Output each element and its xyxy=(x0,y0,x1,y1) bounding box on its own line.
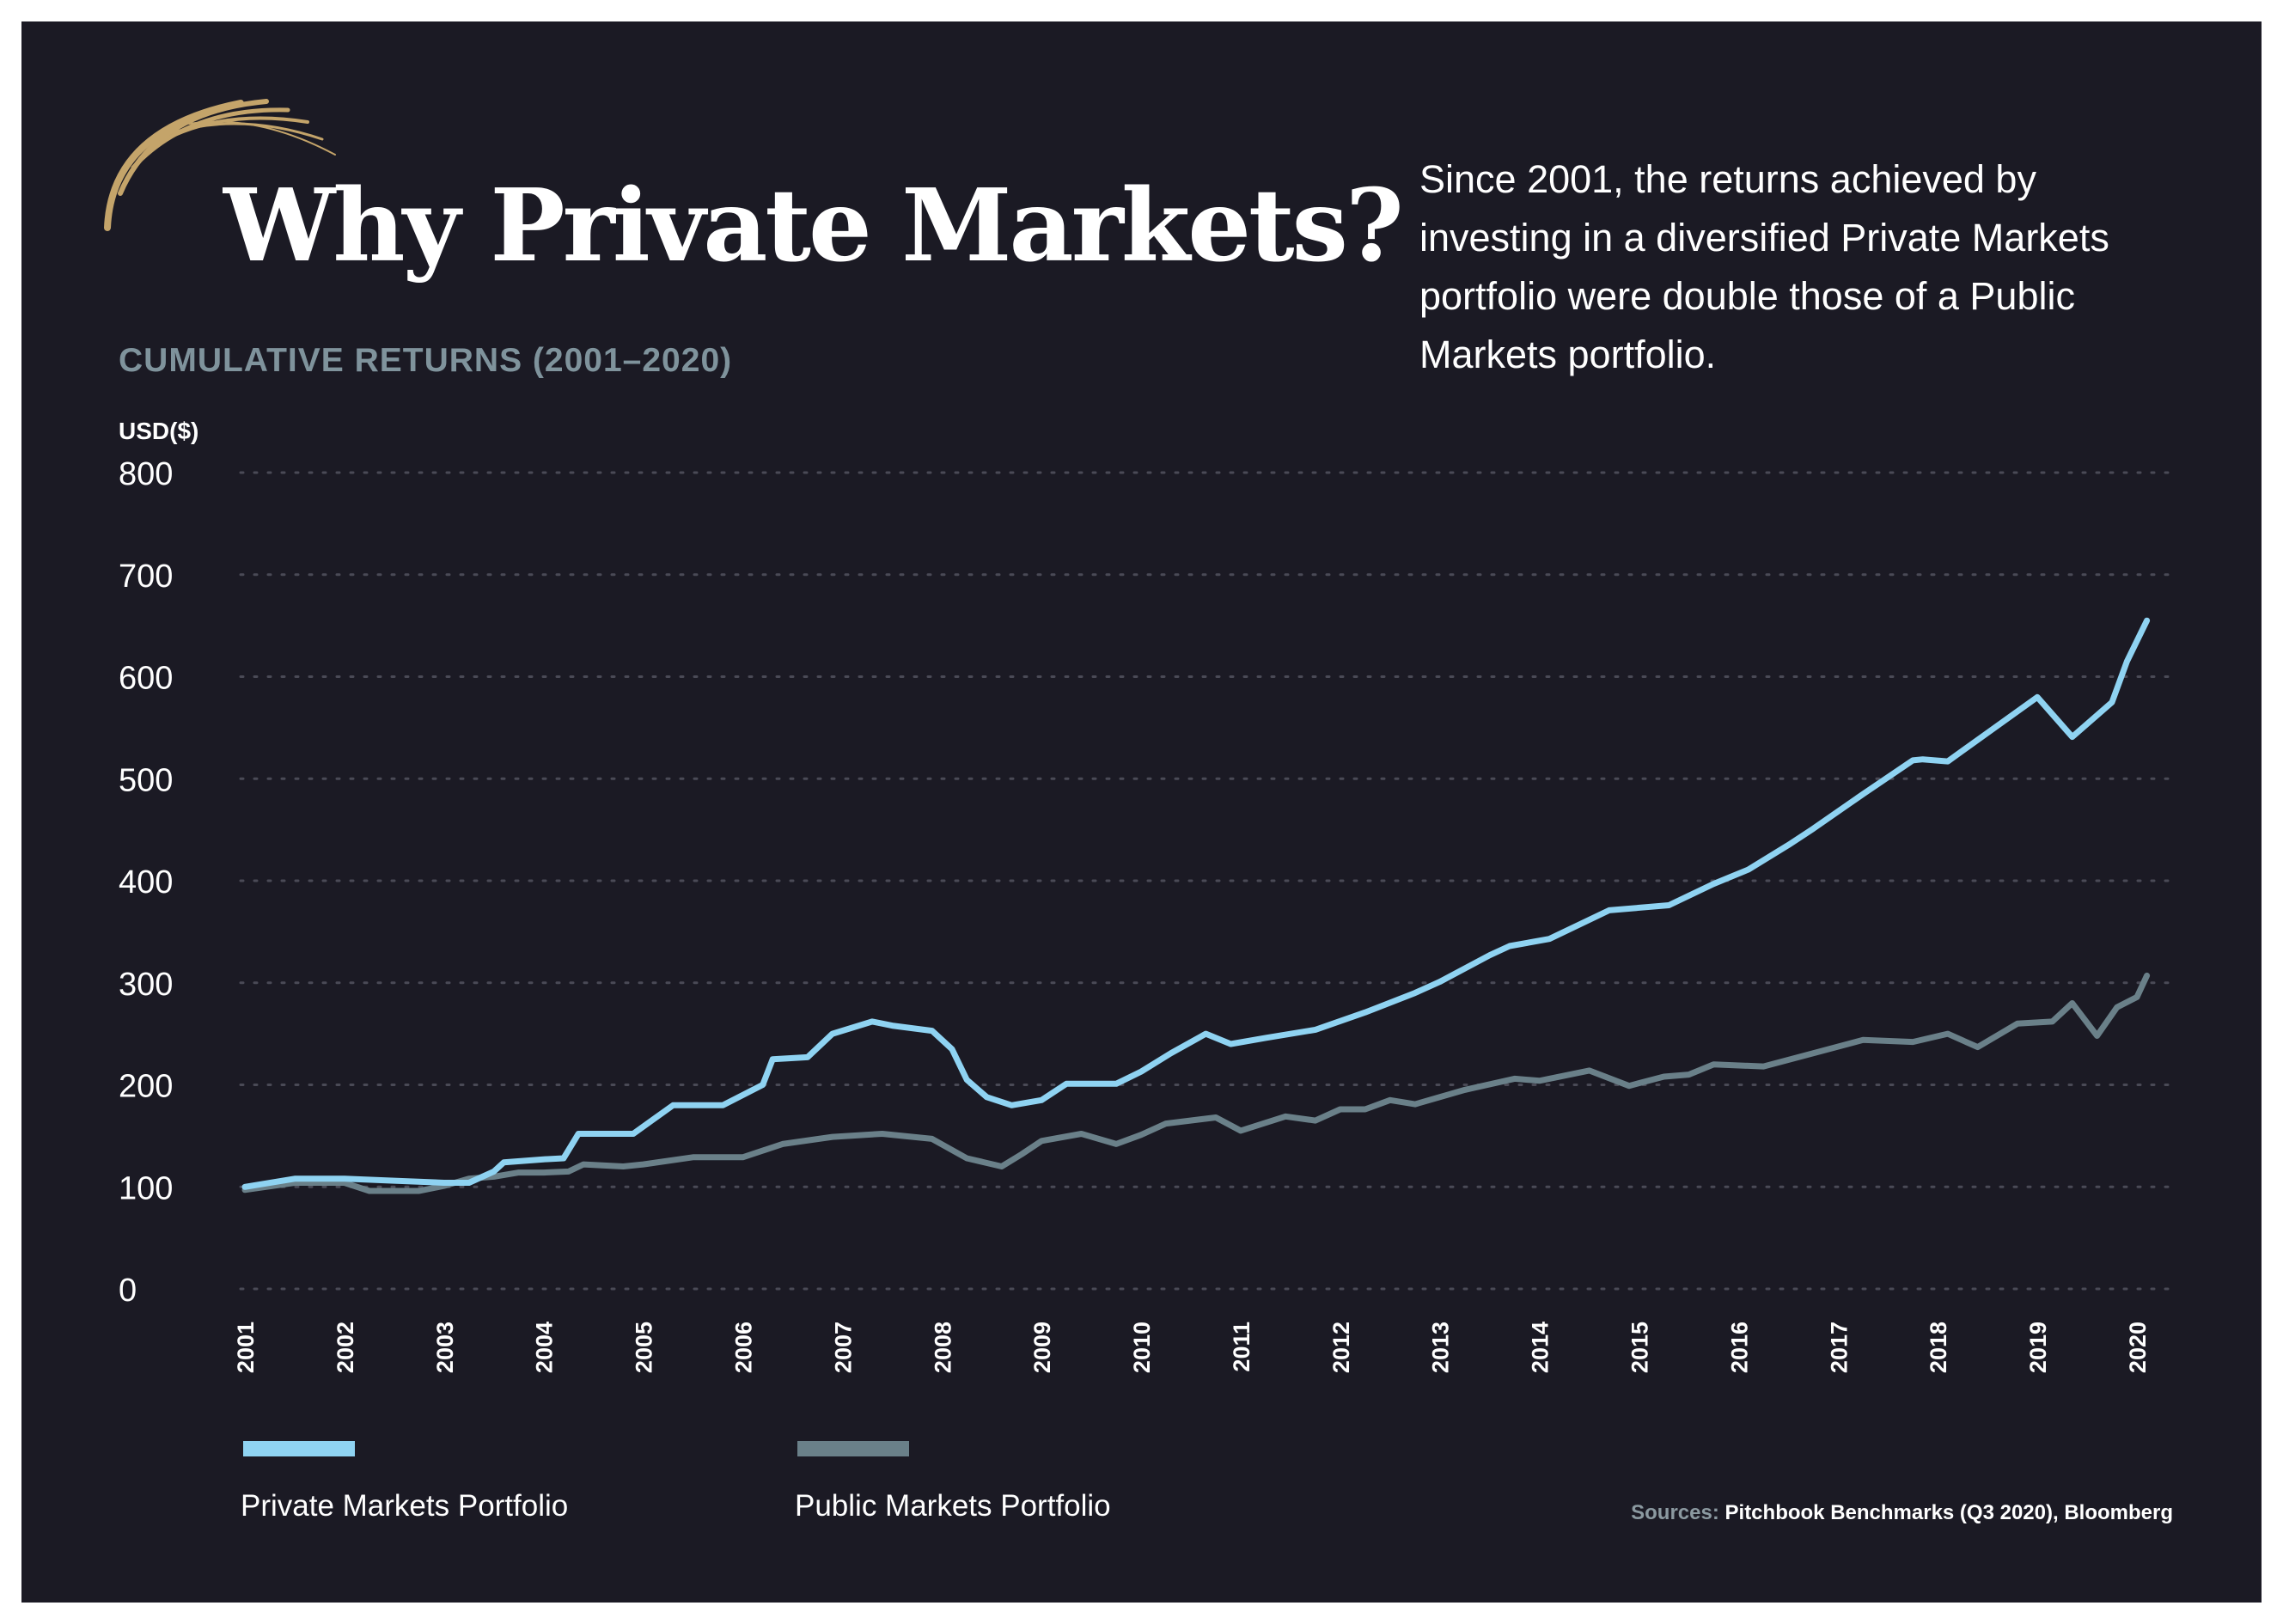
x-tick-label: 2012 xyxy=(1328,1322,1354,1373)
x-tick-label: 2014 xyxy=(1528,1322,1554,1373)
legend-swatch-private xyxy=(243,1441,355,1456)
x-tick-label: 2016 xyxy=(1726,1322,1752,1373)
chart-plot: 800 700 600 500 400 300 200 100 0 2001 2002 2003 20… xyxy=(119,456,2171,1373)
source-note: Sources: Pitchbook Benchmarks (Q3 2020),… xyxy=(1631,1501,2173,1525)
legend-label-private: Private Markets Portfolio xyxy=(241,1489,569,1523)
legend-label-public: Public Markets Portfolio xyxy=(795,1489,1111,1523)
x-tick-label: 2009 xyxy=(1029,1322,1055,1373)
x-tick-label: 2013 xyxy=(1428,1322,1454,1373)
y-tick-label: 800 xyxy=(119,456,173,492)
chart-card: 800 700 600 500 400 300 200 100 0 2001 2002 2003 20… xyxy=(21,21,2262,1603)
chart-subtitle: CUMULATIVE RETURNS (2001–2020) xyxy=(119,342,733,379)
x-tick-label: 2020 xyxy=(2125,1322,2151,1373)
source-prefix: Sources: xyxy=(1631,1501,1719,1524)
y-tick-label: 600 xyxy=(119,661,173,697)
series-line-public xyxy=(241,972,2151,1194)
x-tick-label: 2005 xyxy=(632,1322,657,1373)
y-tick-label: 700 xyxy=(119,559,173,595)
x-tick-label: 2001 xyxy=(233,1322,259,1373)
x-tick-label: 2017 xyxy=(1826,1322,1852,1373)
y-tick-label: 300 xyxy=(119,967,173,1003)
x-tick-label: 2019 xyxy=(2025,1322,2051,1373)
y-tick-label: 200 xyxy=(119,1069,173,1105)
page-title: Why Private Markets? xyxy=(223,168,1404,284)
y-tick-label: 500 xyxy=(119,762,173,798)
y-axis-unit-label: USD($) xyxy=(119,418,199,444)
x-tick-label: 2002 xyxy=(333,1322,358,1373)
y-tick-label: 0 xyxy=(119,1273,137,1309)
y-tick-label: 100 xyxy=(119,1170,173,1206)
gold-arc-logo-icon xyxy=(104,99,336,231)
legend-swatch-public xyxy=(797,1441,909,1456)
x-tick-label: 2007 xyxy=(830,1322,856,1373)
x-tick-label: 2011 xyxy=(1229,1322,1254,1372)
x-tick-label: 2008 xyxy=(930,1322,955,1373)
intro-text: Since 2001, the returns achieved by inve… xyxy=(1419,157,2109,376)
x-tick-label: 2018 xyxy=(1926,1322,1951,1373)
x-tick-label: 2015 xyxy=(1627,1322,1653,1373)
x-tick-label: 2003 xyxy=(432,1322,458,1373)
x-tick-label: 2006 xyxy=(730,1322,756,1373)
series-line-private xyxy=(241,617,2151,1190)
x-tick-label: 2004 xyxy=(532,1322,558,1373)
y-tick-label: 400 xyxy=(119,864,173,901)
source-text: Pitchbook Benchmarks (Q3 2020), Bloomber… xyxy=(1724,1501,2173,1524)
x-tick-label: 2010 xyxy=(1129,1322,1155,1373)
